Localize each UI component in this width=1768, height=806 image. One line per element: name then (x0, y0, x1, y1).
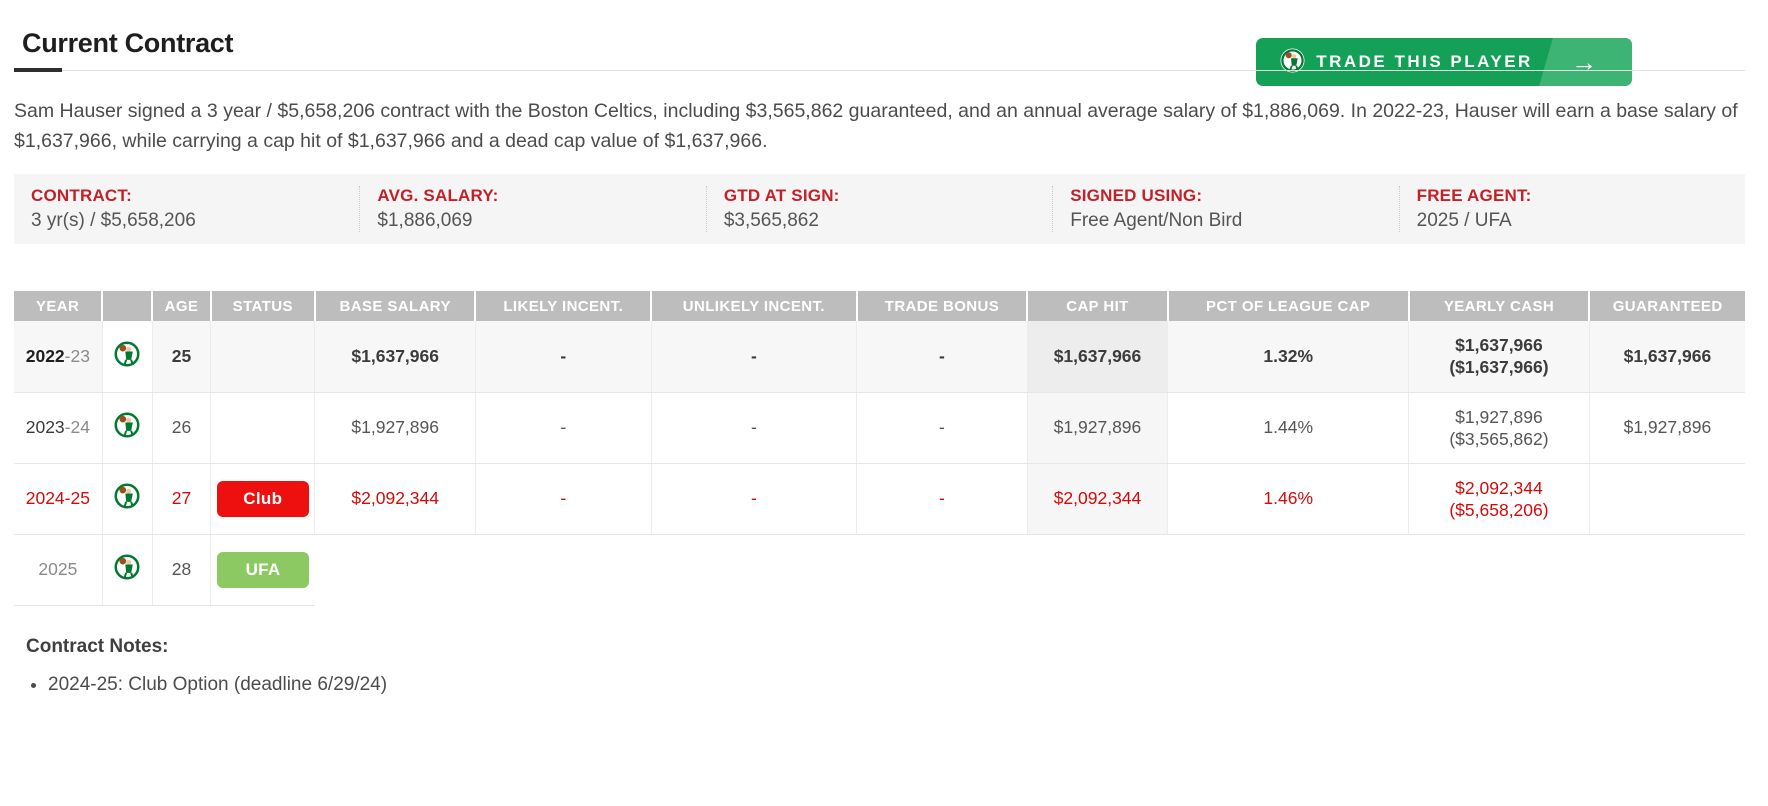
celtics-logo-icon (112, 412, 142, 444)
column-header-unlikely-incent[interactable]: UNLIKELY INCENT. (650, 291, 857, 321)
summary-card-avg-salary: AVG. SALARY: $1,886,069 (359, 186, 705, 232)
likely-incent-cell: - (474, 321, 652, 393)
age-cell: 28 (151, 534, 211, 606)
column-header-trade-bonus[interactable]: TRADE BONUS (855, 291, 1028, 321)
yearly-cash-cell: $1,637,966 ($1,637,966) (1408, 321, 1590, 393)
contract-summary-bar: CONTRACT: 3 yr(s) / $5,658,206 AVG. SALA… (14, 174, 1745, 244)
trade-this-player-button[interactable]: TRADE THIS PLAYER → (1256, 38, 1632, 86)
age-cell: 25 (151, 321, 211, 393)
ufa-badge[interactable]: UFA (217, 551, 310, 588)
likely-incent-cell: - (474, 392, 652, 464)
celtics-logo-icon (112, 341, 142, 373)
guaranteed-cell (1588, 463, 1745, 535)
base-salary-cell: $1,637,966 (314, 321, 476, 393)
unlikely-incent-cell: - (650, 392, 857, 464)
team-logo-cell (101, 321, 153, 393)
base-salary-cell: $1,927,896 (314, 392, 476, 464)
column-header-guaranteed[interactable]: GUARANTEED (1588, 291, 1745, 321)
summary-value: 3 yr(s) / $5,658,206 (31, 210, 196, 231)
contract-notes: Contract Notes: 2024-25: Club Option (de… (26, 636, 1745, 696)
page-title: Current Contract (22, 28, 234, 58)
cap-hit-cell: $2,092,344 (1026, 463, 1168, 535)
age-cell: 27 (151, 463, 211, 535)
guaranteed-cell: $1,927,896 (1588, 392, 1745, 464)
column-header-age[interactable]: AGE (151, 291, 211, 321)
year-cell: 2022-23 (14, 321, 103, 393)
status-cell: UFA (210, 534, 315, 606)
team-logo-cell (101, 463, 153, 535)
column-header-status[interactable]: STATUS (209, 291, 315, 321)
cap-hit-cell: $1,637,966 (1026, 321, 1168, 393)
pct-of-league-cap-cell: 1.32% (1167, 321, 1409, 393)
summary-card-free-agent: FREE AGENT: 2025 / UFA (1398, 186, 1745, 232)
summary-value: 2025 / UFA (1416, 210, 1512, 231)
summary-value: $3,565,862 (723, 210, 819, 231)
base-salary-cell: $2,092,344 (314, 463, 476, 535)
contract-summary-text: Sam Hauser signed a 3 year / $5,658,206 … (14, 100, 1738, 152)
summary-card-gtd-at-sign: GTD AT SIGN: $3,565,862 (705, 186, 1052, 232)
team-logo-cell (101, 392, 153, 464)
summary-value: Free Agent/Non Bird (1070, 210, 1243, 231)
unlikely-incent-cell: - (650, 463, 857, 535)
column-header-pct-of-league-cap[interactable]: PCT OF LEAGUE CAP (1166, 291, 1409, 321)
column-header-base-salary[interactable]: BASE SALARY (313, 291, 476, 321)
year-cell: 2024-25 (14, 463, 103, 535)
table-header-row: YEAR AGE STATUS BASE SALARY LIKELY INCEN… (14, 291, 1745, 321)
celtics-logo-icon (1279, 47, 1306, 77)
trade-bonus-cell: - (856, 321, 1028, 393)
contract-notes-title: Contract Notes: (26, 635, 169, 657)
contract-note-item: 2024-25: Club Option (deadline 6/29/24) (48, 674, 1745, 696)
status-cell: Club (210, 463, 315, 535)
table-row-2024-25: 2024-25 27 Club $2,092,344 (14, 463, 1745, 535)
summary-label: AVG. SALARY: (377, 186, 499, 205)
pct-of-league-cap-cell: 1.46% (1167, 463, 1409, 535)
contract-table: YEAR AGE STATUS BASE SALARY LIKELY INCEN… (14, 291, 1745, 606)
trade-button-label: TRADE THIS PLAYER (1316, 52, 1533, 71)
summary-card-contract: CONTRACT: 3 yr(s) / $5,658,206 (14, 186, 359, 232)
summary-value: $1,886,069 (377, 210, 473, 231)
guaranteed-cell: $1,637,966 (1588, 321, 1745, 393)
summary-label: CONTRACT: (31, 186, 132, 205)
summary-card-signed-using: SIGNED USING: Free Agent/Non Bird (1052, 186, 1398, 232)
summary-label: FREE AGENT: (1416, 186, 1532, 205)
yearly-cash-cell: $1,927,896 ($3,565,862) (1408, 392, 1590, 464)
table-row-2023-24: 2023-24 26 $1,927,896 - (14, 392, 1745, 464)
club-option-badge[interactable]: Club (216, 480, 309, 517)
column-header-likely-incent[interactable]: LIKELY INCENT. (474, 291, 652, 321)
contract-notes-list: 2024-25: Club Option (deadline 6/29/24) (48, 674, 1745, 696)
summary-label: GTD AT SIGN: (723, 186, 840, 205)
yearly-cash-cell: $2,092,344 ($5,658,206) (1408, 463, 1590, 535)
status-cell (210, 321, 315, 393)
celtics-logo-icon (112, 483, 142, 515)
celtics-logo-icon (112, 554, 142, 586)
year-cell: 2023-24 (14, 392, 103, 464)
likely-incent-cell: - (474, 463, 652, 535)
column-header-year[interactable]: YEAR (14, 291, 103, 321)
table-row-2025: 2025 28 UFA (14, 534, 1745, 606)
summary-label: SIGNED USING: (1070, 186, 1203, 205)
column-header-yearly-cash[interactable]: YEARLY CASH (1407, 291, 1590, 321)
column-header-cap-hit[interactable]: CAP HIT (1026, 291, 1168, 321)
title-divider (14, 68, 1745, 72)
age-cell: 26 (151, 392, 211, 464)
table-row-2022-23: 2022-23 25 $1,637,966 - (14, 321, 1745, 393)
pct-of-league-cap-cell: 1.44% (1167, 392, 1409, 464)
column-header-team (101, 291, 153, 321)
trade-bonus-cell: - (856, 463, 1028, 535)
unlikely-incent-cell: - (650, 321, 857, 393)
current-contract-section: TRADE THIS PLAYER → Current Contract Sam… (0, 28, 1768, 806)
cap-hit-cell: $1,927,896 (1026, 392, 1168, 464)
team-logo-cell (101, 534, 153, 606)
arrow-right-icon: → (1571, 47, 1597, 77)
trade-bonus-cell: - (856, 392, 1028, 464)
status-cell (210, 392, 315, 464)
year-cell: 2025 (14, 534, 103, 606)
